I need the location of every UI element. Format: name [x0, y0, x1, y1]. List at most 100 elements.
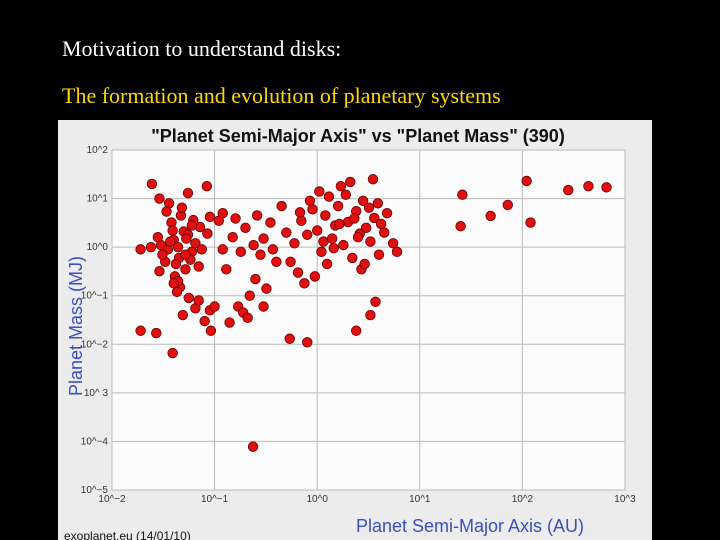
- data-point: [167, 225, 178, 236]
- data-point: [193, 261, 204, 272]
- data-point: [360, 222, 372, 234]
- data-point: [244, 290, 255, 301]
- data-point: [157, 249, 168, 260]
- data-point: [289, 238, 300, 249]
- x-tick-label: 10^0: [307, 494, 329, 505]
- data-point: [204, 211, 216, 223]
- data-point: [261, 283, 272, 294]
- data-point: [312, 225, 323, 236]
- data-point: [221, 264, 232, 275]
- data-point: [326, 233, 338, 244]
- data-point: [135, 244, 146, 255]
- data-point: [265, 217, 276, 228]
- data-point: [314, 186, 325, 197]
- data-point: [172, 241, 184, 253]
- data-point: [202, 228, 213, 239]
- data-point: [302, 337, 313, 348]
- data-point: [183, 292, 194, 304]
- slide-subtitle: The formation and evolution of planetary…: [62, 83, 501, 108]
- data-point: [217, 207, 228, 219]
- x-axis-label: Planet Semi-Major Axis (AU): [356, 516, 584, 536]
- y-axis-label: Planet Mass (MJ): [66, 256, 86, 396]
- data-point: [309, 271, 321, 282]
- data-point: [379, 227, 390, 238]
- y-tick-label: 10^−1: [81, 291, 109, 302]
- data-point: [367, 174, 379, 185]
- data-point: [152, 232, 164, 243]
- data-point: [583, 180, 594, 192]
- data-point: [328, 243, 339, 254]
- data-point: [250, 273, 261, 285]
- data-point: [217, 244, 228, 255]
- data-point: [455, 220, 466, 232]
- x-tick-label: 10^3: [614, 494, 636, 505]
- data-point: [276, 200, 287, 212]
- data-point: [294, 207, 306, 218]
- data-point: [345, 176, 356, 188]
- data-point: [323, 191, 335, 202]
- x-tick-label: 10^−1: [201, 494, 229, 505]
- data-point: [196, 244, 207, 255]
- data-point: [359, 258, 370, 270]
- data-point: [457, 189, 468, 200]
- data-point: [145, 241, 157, 253]
- data-point: [381, 207, 393, 219]
- data-point: [199, 315, 210, 327]
- y-tick-label: 10^2: [87, 145, 109, 156]
- data-point: [154, 265, 165, 277]
- data-point: [363, 202, 375, 213]
- data-point: [304, 195, 316, 206]
- data-point: [168, 278, 179, 289]
- data-point: [351, 325, 362, 336]
- data-point: [307, 204, 318, 215]
- data-point: [338, 239, 349, 251]
- data-point: [251, 210, 263, 221]
- data-point: [335, 180, 347, 192]
- chart-title: "Planet Semi-Major Axis" vs "Planet Mass…: [151, 126, 565, 146]
- data-point: [193, 295, 204, 306]
- data-point: [181, 233, 192, 244]
- data-point: [235, 246, 246, 258]
- data-point: [601, 182, 612, 193]
- data-point: [521, 175, 532, 187]
- data-point: [373, 249, 385, 260]
- x-tick-label: 10^1: [409, 494, 431, 505]
- data-point: [154, 193, 165, 204]
- y-tick-label: 10^−2: [81, 339, 109, 350]
- data-point: [281, 227, 292, 238]
- y-tick-label: 10^0: [87, 242, 109, 253]
- data-point: [321, 258, 333, 270]
- data-point: [170, 258, 182, 270]
- data-point: [227, 232, 238, 243]
- data-point: [357, 195, 369, 206]
- data-point: [201, 180, 213, 192]
- data-point: [135, 325, 146, 336]
- data-point: [285, 256, 296, 267]
- data-point: [240, 222, 251, 234]
- data-point: [332, 200, 344, 212]
- data-point: [176, 202, 188, 213]
- data-point: [258, 301, 269, 312]
- data-point: [209, 301, 220, 312]
- data-point: [284, 333, 295, 344]
- data-point: [352, 232, 364, 243]
- data-point: [177, 309, 189, 321]
- data-point: [205, 325, 217, 336]
- data-point: [302, 229, 313, 240]
- data-point: [485, 210, 496, 222]
- data-point: [318, 236, 329, 247]
- data-point: [271, 256, 282, 267]
- source-note: exoplanet.eu (14/01/10): [64, 529, 191, 540]
- data-point: [372, 198, 384, 209]
- data-point: [190, 238, 201, 249]
- data-point: [365, 309, 376, 321]
- data-point: [167, 347, 178, 359]
- data-point: [334, 218, 345, 230]
- data-point: [224, 317, 235, 328]
- data-point: [230, 213, 241, 224]
- data-point: [525, 217, 536, 228]
- x-tick-label: 10^−2: [98, 494, 126, 505]
- data-point: [186, 220, 198, 231]
